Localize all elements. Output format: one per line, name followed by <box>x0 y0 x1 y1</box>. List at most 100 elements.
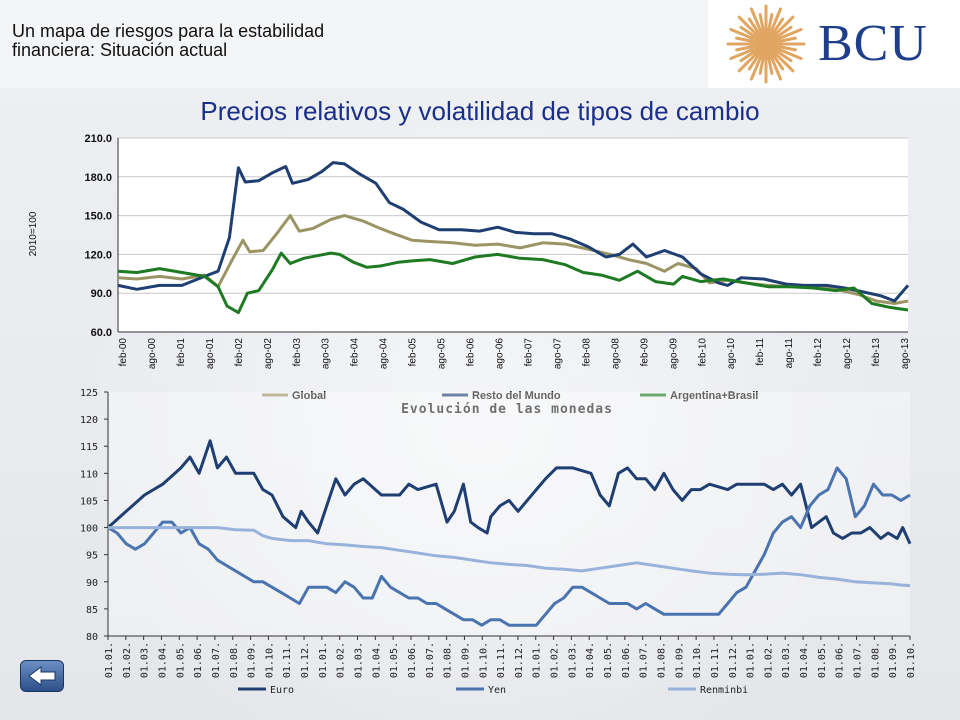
header-title: Un mapa de riesgos para la estabilidad f… <box>12 21 325 60</box>
chart2-xtick-label: 01.03. <box>781 642 792 678</box>
chart2-xtick-label: 01.04. <box>799 642 810 678</box>
chart1-ytick-label: 180.0 <box>84 172 112 184</box>
chart2-xtick-label: 01.08. <box>656 642 667 678</box>
chart2-xtick-label: 01.01. <box>104 642 115 678</box>
chart2-xtick-label: 01.04. <box>371 642 382 678</box>
chart2-xtick-label: 01.09. <box>674 642 685 678</box>
sun-ray <box>767 13 774 32</box>
chart2-ytick-label: 100 <box>80 524 98 535</box>
chart1-xtick-label: feb-10 <box>697 338 708 367</box>
chart1-xtick-label: ago-08 <box>610 338 621 370</box>
chart2-xtick-label: 01.07. <box>639 642 650 678</box>
chart2-series-line-2 <box>108 526 911 588</box>
chart2-xtick-label: 01.04. <box>585 642 596 678</box>
sun-ray <box>729 27 755 41</box>
chart2-title: Evolución de las monedas <box>401 402 613 417</box>
chart2-ytick-label: 120 <box>80 415 98 426</box>
chart1-xtick-label: ago-01 <box>205 338 216 370</box>
sun-ray <box>767 56 774 75</box>
chart2-xtick-label: 01.02. <box>763 642 774 678</box>
chart2-xtick-label: 01.03. <box>567 642 578 678</box>
sun-ray <box>776 25 793 38</box>
sun-ray <box>769 55 783 81</box>
chart1-xtick-label: feb-08 <box>581 338 592 367</box>
sun-ray <box>735 36 754 43</box>
chart1-xtick-label: feb-12 <box>813 338 824 367</box>
chart1-xtick-label: feb-01 <box>176 338 187 367</box>
sun-ray <box>778 45 797 52</box>
chart2-plot-area <box>108 392 910 636</box>
chart2-ytick-label: 80 <box>86 632 98 643</box>
chart2-xtick-label: 01.11. <box>282 642 293 678</box>
chart1-xtick-label: ago-06 <box>495 338 506 370</box>
chart2-xtick-label: 01.05. <box>603 642 614 678</box>
chart2-legend-label: Yen <box>488 685 506 696</box>
chart2-xtick-label: 01.09. <box>247 642 258 678</box>
sun-ray <box>777 47 803 61</box>
chart2-ytick-label: 105 <box>80 496 98 507</box>
sun-ray <box>774 52 795 73</box>
chart2-xtick-label: 01.08. <box>870 642 881 678</box>
chart2-xtick-label: 01.05. <box>817 642 828 678</box>
chart1-ytick-label: 210.0 <box>84 133 112 145</box>
sun-ray <box>737 52 758 73</box>
chart1-xtick-label: ago-11 <box>784 338 795 369</box>
chart2-xtick-label: 01.03. <box>140 642 151 678</box>
sun-ray <box>772 54 785 71</box>
sun-ray <box>772 17 785 34</box>
sun-ray <box>749 7 763 33</box>
chart1-legend-label: Argentina+Brasil <box>670 390 758 402</box>
chart1-xtick-label: ago-04 <box>379 338 390 370</box>
sun-ray <box>729 47 755 61</box>
chart2-xtick-label: 01.07. <box>425 642 436 678</box>
chart1-xtick-label: feb-11 <box>755 338 766 366</box>
chart2-xtick-label: 01.03. <box>354 642 365 678</box>
chart2-xtick-label: 01.08. <box>443 642 454 678</box>
chart2-xtick-label: 01.12. <box>300 642 311 678</box>
sun-center <box>753 31 779 57</box>
slide-title: Precios relativos y volatilidad de tipos… <box>200 96 760 126</box>
bcu-logo <box>708 0 960 88</box>
back-button[interactable] <box>20 660 64 692</box>
chart2-series-line-0 <box>106 439 912 545</box>
chart1-ytick-label: 150.0 <box>84 211 112 223</box>
chart2-legend-label: Euro <box>270 685 294 696</box>
chart1-xtick-label: feb-05 <box>408 338 419 367</box>
sun-logo-icon <box>726 4 806 84</box>
chart2-xtick-label: 01.08. <box>229 642 240 678</box>
chart1-xtick-label: feb-06 <box>466 338 477 367</box>
chart2-ytick-label: 110 <box>80 469 98 480</box>
chart1-xtick-label: feb-13 <box>871 338 882 367</box>
sun-ray <box>777 27 803 41</box>
chart1-xtick-label: feb-09 <box>639 338 650 367</box>
chart2-xtick-label: 01.07. <box>853 642 864 678</box>
sun-ray <box>774 15 795 36</box>
sun-ray <box>747 17 760 34</box>
back-arrow-icon <box>28 666 56 686</box>
chart2-xtick-label: 01.05. <box>175 642 186 678</box>
sun-ray <box>758 13 765 32</box>
chart1-xtick-label: feb-00 <box>118 338 129 367</box>
chart2-ytick-label: 85 <box>86 605 98 616</box>
chart2-xtick-label: 01.01. <box>532 642 543 678</box>
chart2-xtick-label: 01.07. <box>211 642 222 678</box>
chart1-xtick-label: ago-00 <box>147 338 158 370</box>
chart1-xtick-label: ago-10 <box>726 338 737 370</box>
sun-ray <box>778 36 797 43</box>
chart2-xtick-label: 01.01. <box>318 642 329 678</box>
sun-ray <box>739 25 756 38</box>
chart2-xtick-label: 01.11. <box>496 642 507 678</box>
chart2-xtick-label: 01.11. <box>710 642 721 678</box>
chart2-ytick-label: 95 <box>86 551 98 562</box>
sun-ray <box>749 55 763 81</box>
chart1-xtick-label: ago-13 <box>900 338 911 370</box>
sun-ray <box>776 50 793 63</box>
chart1-series-line-1 <box>117 161 910 303</box>
chart1-ytick-label: 120.0 <box>84 249 112 261</box>
chart2-xtick-label: 01.12. <box>514 642 525 678</box>
chart2-xtick-label: 01.09. <box>460 642 471 678</box>
chart1-xtick-label: ago-12 <box>842 338 853 370</box>
